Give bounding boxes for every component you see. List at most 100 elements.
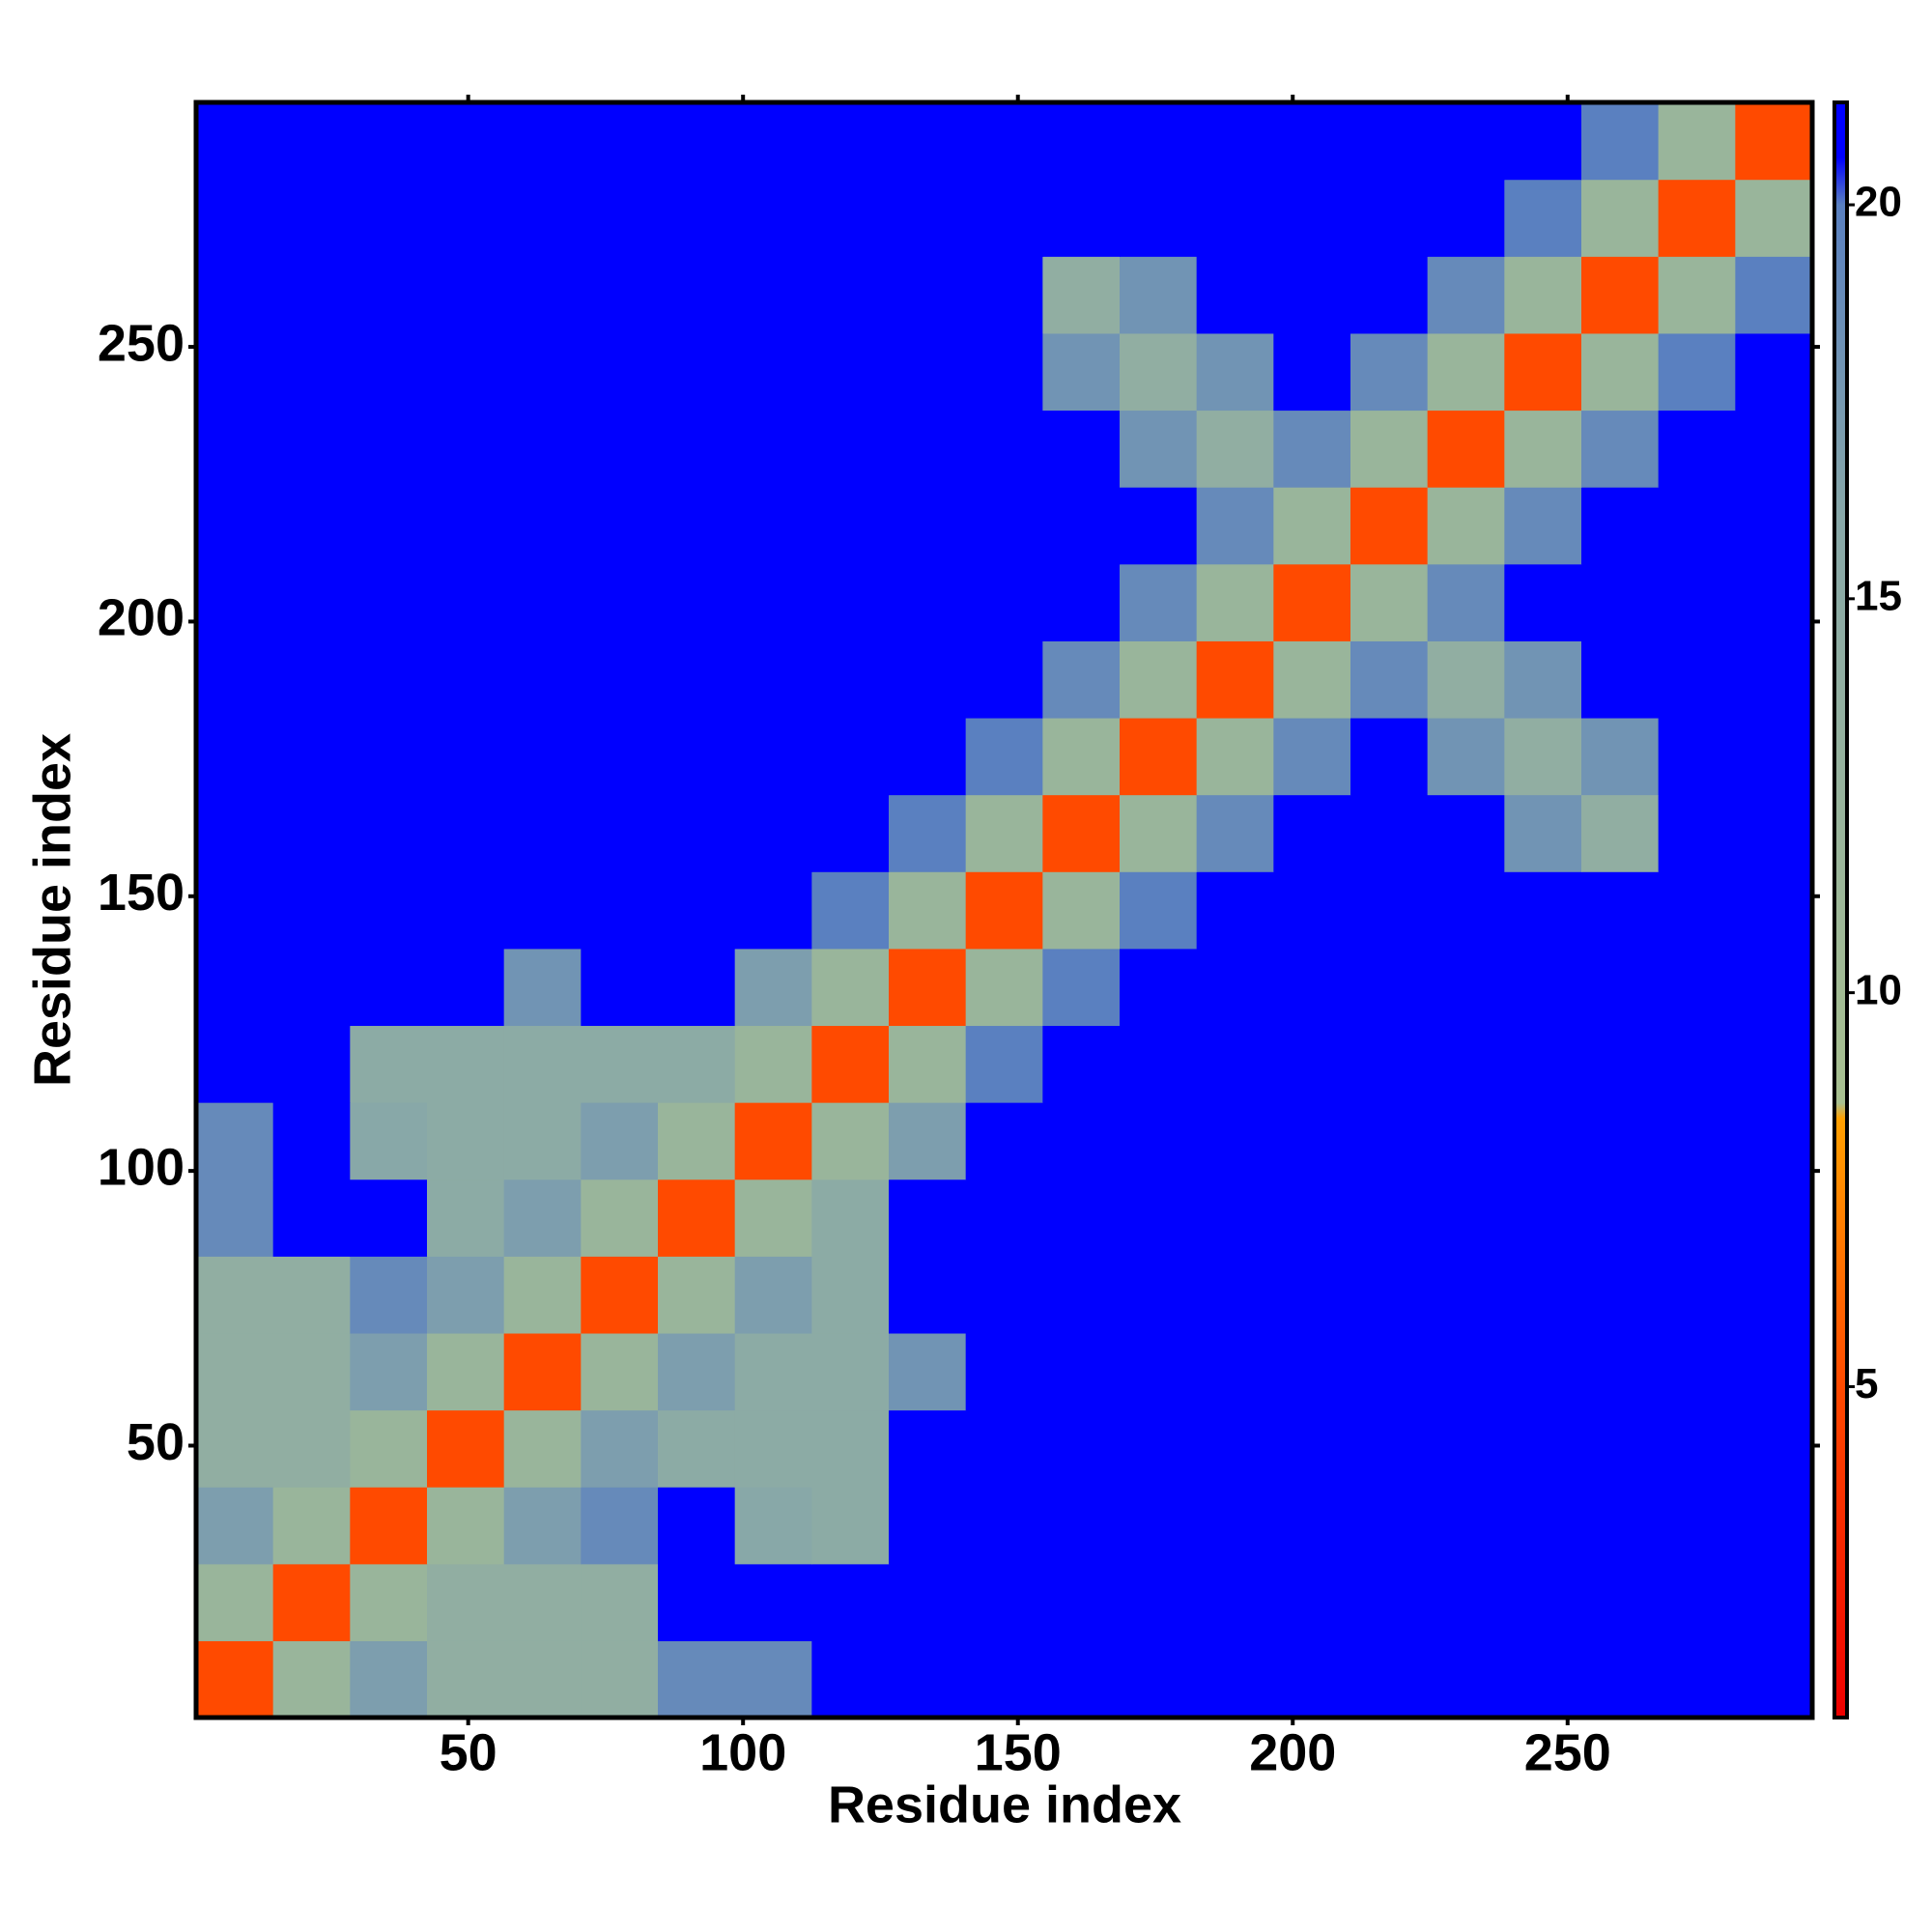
- heatmap-cell: [1581, 332, 1660, 412]
- heatmap-cell: [427, 563, 505, 641]
- heatmap-cell: [658, 871, 736, 950]
- heatmap-cell: [1735, 102, 1813, 181]
- heatmap-cell: [1735, 794, 1813, 872]
- heatmap-cell: [1427, 410, 1505, 488]
- heatmap-cell: [811, 1409, 890, 1488]
- heatmap-cell: [1120, 332, 1198, 412]
- heatmap-cell: [1120, 1102, 1198, 1180]
- heatmap-cell: [427, 794, 505, 872]
- heatmap-cell: [1658, 1025, 1736, 1103]
- heatmap-cell: [965, 1640, 1043, 1719]
- heatmap-cell: [889, 1025, 967, 1103]
- heatmap-cell: [196, 640, 274, 719]
- heatmap-cell: [427, 717, 505, 796]
- heatmap-cell: [272, 1409, 351, 1488]
- heatmap-cell: [1581, 1332, 1660, 1411]
- heatmap-cell: [1504, 410, 1582, 488]
- heatmap-cell: [1350, 1025, 1429, 1103]
- heatmap-cell: [1350, 1332, 1429, 1411]
- heatmap-cell: [734, 640, 812, 719]
- heatmap-cell: [350, 1025, 428, 1103]
- heatmap-cell: [272, 1640, 351, 1719]
- heatmap-cell: [658, 1179, 736, 1257]
- heatmap-cell: [1350, 256, 1429, 334]
- heatmap-cell: [1504, 179, 1582, 257]
- x-tick-label: 100: [699, 1723, 786, 1781]
- heatmap-cell: [350, 871, 428, 950]
- heatmap-cell: [1042, 794, 1121, 872]
- heatmap-cell: [734, 1563, 812, 1641]
- heatmap-cell: [1042, 1025, 1121, 1103]
- heatmap-cell: [196, 102, 274, 181]
- y-axis-title: Residue index: [23, 733, 81, 1087]
- heatmap-cell: [272, 256, 351, 334]
- heatmap-cell: [1273, 1179, 1351, 1257]
- heatmap-cell: [889, 256, 967, 334]
- heatmap-cell: [965, 1409, 1043, 1488]
- heatmap-cell: [1735, 256, 1813, 334]
- heatmap-cell: [1427, 1487, 1505, 1565]
- heatmap-cell: [581, 871, 659, 950]
- heatmap-cell: [1581, 563, 1660, 641]
- heatmap-cell: [272, 1256, 351, 1334]
- heatmap-cell: [1658, 1640, 1736, 1719]
- heatmap-cell: [1581, 948, 1660, 1027]
- heatmap-cell: [1350, 1640, 1429, 1719]
- heatmap-cell: [196, 1332, 274, 1411]
- heatmap-cell: [272, 1332, 351, 1411]
- heatmap-cell: [658, 1563, 736, 1641]
- heatmap-cell: [889, 1409, 967, 1488]
- heatmap-cell: [734, 1640, 812, 1719]
- y-tick-label: 100: [98, 1138, 185, 1196]
- heatmap-cell: [734, 1256, 812, 1334]
- heatmap-cell: [427, 102, 505, 181]
- heatmap-cell: [272, 1487, 351, 1565]
- heatmap-cell: [1350, 1487, 1429, 1565]
- heatmap-cell: [1581, 871, 1660, 950]
- heatmap-cell: [658, 1025, 736, 1103]
- heatmap-cell: [1504, 1487, 1582, 1565]
- heatmap-cell: [350, 179, 428, 257]
- heatmap-cell: [658, 1487, 736, 1565]
- heatmap-cell: [1735, 1332, 1813, 1411]
- heatmap-cell: [1196, 871, 1274, 950]
- heatmap-cell: [1120, 102, 1198, 181]
- heatmap-cell: [965, 102, 1043, 181]
- heatmap-cell: [811, 794, 890, 872]
- heatmap-cell: [965, 640, 1043, 719]
- heatmap-cell: [1196, 1487, 1274, 1565]
- heatmap-cell: [581, 948, 659, 1027]
- heatmap-cell: [427, 179, 505, 257]
- heatmap-cell: [1581, 794, 1660, 872]
- heatmap-cell: [658, 1102, 736, 1180]
- heatmap-cell: [1581, 1256, 1660, 1334]
- heatmap-cell: [734, 410, 812, 488]
- y-tick-label: 200: [98, 589, 185, 647]
- heatmap-cell: [503, 871, 582, 950]
- heatmap-cell: [581, 102, 659, 181]
- heatmap-cell: [1504, 1640, 1582, 1719]
- heatmap-cell: [965, 332, 1043, 412]
- heatmap-cell: [272, 102, 351, 181]
- heatmap-cell: [1350, 948, 1429, 1027]
- heatmap-cell: [1042, 1640, 1121, 1719]
- heatmap-cell: [196, 717, 274, 796]
- heatmap-cell: [889, 102, 967, 181]
- heatmap-cell: [1042, 1332, 1121, 1411]
- heatmap-cell: [350, 1179, 428, 1257]
- colorbar-tick-label: 10: [1855, 966, 1902, 1013]
- heatmap-cell: [581, 487, 659, 565]
- heatmap-cell: [965, 487, 1043, 565]
- heatmap-cell: [427, 1563, 505, 1641]
- heatmap-cell: [1042, 1563, 1121, 1641]
- heatmap-cell: [1581, 410, 1660, 488]
- heatmap-cell: [1196, 487, 1274, 565]
- heatmap-cell: [1658, 794, 1736, 872]
- heatmap-cell: [350, 1487, 428, 1565]
- heatmap-cell: [1581, 1102, 1660, 1180]
- heatmap-cell: [965, 948, 1043, 1027]
- heatmap-cell: [1120, 1025, 1198, 1103]
- heatmap-cell: [1504, 871, 1582, 950]
- heatmap-cell: [1273, 640, 1351, 719]
